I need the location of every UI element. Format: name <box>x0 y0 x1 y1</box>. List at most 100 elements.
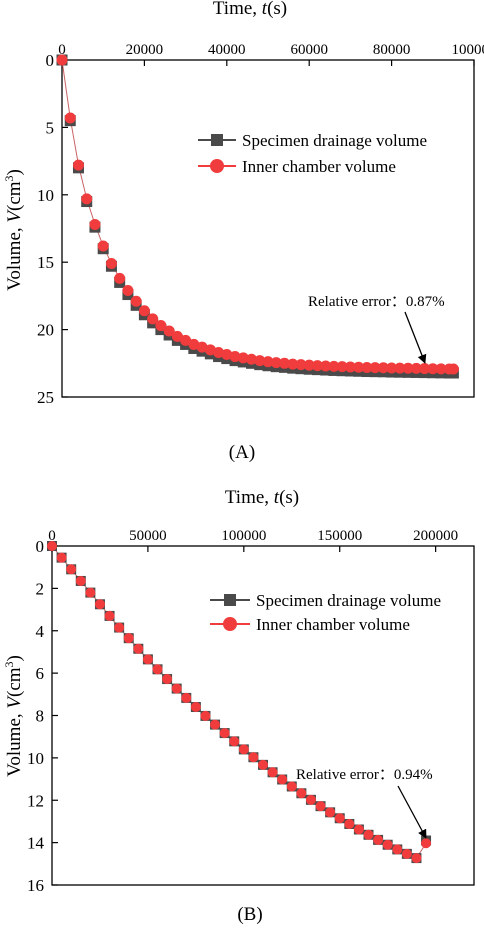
panel-a-point-inner-chamber <box>130 295 142 307</box>
panel-a-point-inner-chamber <box>262 356 274 368</box>
panel-b-point-inner-chamber <box>353 824 364 835</box>
panel-b-point-inner-chamber <box>133 643 144 654</box>
panel-b-axes: 0 50000 100000 150000 200000 0 2 4 6 8 10 12 14 16 <box>27 528 458 895</box>
panel-b-x-tick-label: 0 <box>48 528 56 544</box>
panel-a-point-inner-chamber <box>122 285 134 297</box>
panel-a-y-tick-label: 15 <box>37 253 54 272</box>
panel-b-point-inner-chamber <box>114 622 125 633</box>
panel-b-point-inner-chamber <box>382 839 393 850</box>
panel-b-x-axis-title: Time, t(s) <box>225 487 299 508</box>
legend-entry-specimen-drainage: Specimen drainage volume <box>210 591 441 610</box>
panel-b-point-inner-chamber <box>392 844 403 855</box>
panel-a-point-inner-chamber <box>254 355 266 367</box>
panel-b-point-inner-chamber <box>238 744 249 755</box>
panel-b-point-inner-chamber <box>142 654 153 665</box>
panel-b-x-tick-label: 200000 <box>413 528 458 544</box>
panel-a-point-inner-chamber <box>147 313 159 325</box>
panel-a-point-inner-chamber <box>311 360 323 372</box>
panel-b-point-inner-chamber <box>296 788 307 799</box>
panel-a-point-inner-chamber <box>410 362 422 374</box>
panel-b-point-inner-chamber <box>56 552 67 563</box>
panel-b-y-tick-label: 4 <box>36 622 45 641</box>
panel-b-point-inner-chamber <box>152 664 163 675</box>
panel-a-point-inner-chamber <box>402 362 414 374</box>
panel-a-point-inner-chamber <box>270 357 282 369</box>
panel-b-point-inner-chamber <box>334 813 345 824</box>
panel-b-y-tick-label: 8 <box>36 707 45 726</box>
panel-a-label: (A) <box>229 442 255 463</box>
legend-entry-specimen-drainage: Specimen drainage volume <box>198 131 427 150</box>
panel-a-point-inner-chamber <box>447 363 459 375</box>
panel-b-y-tick-label: 10 <box>27 749 44 768</box>
panel-a-x-axis-title: Time, t(s) <box>213 0 287 19</box>
panel-b-point-inner-chamber <box>325 807 336 818</box>
panel-a-axes: 0 20000 40000 60000 80000 100000 0 5 10 15 20 25 <box>37 42 484 407</box>
panel-a-x-tick-label: 20000 <box>126 42 164 58</box>
panel-a-x-tick-label: 80000 <box>373 42 411 58</box>
panel-a-x-tick-label: 40000 <box>208 42 246 58</box>
panel-b-point-inner-chamber <box>248 752 259 763</box>
panel-b-point-inner-chamber <box>104 610 115 621</box>
panel-b-legend: Specimen drainage volume Inner chamber v… <box>210 591 441 634</box>
legend-label-specimen-drainage: Specimen drainage volume <box>242 131 427 150</box>
panel-b-point-inner-chamber <box>401 848 412 859</box>
panel-a-x-tick-label: 0 <box>58 42 66 58</box>
panel-b-y-tick-label: 14 <box>27 834 45 853</box>
panel-b-point-inner-chamber <box>363 829 374 840</box>
panel-b-point-inner-chamber <box>219 728 230 739</box>
panel-b-y-tick-label: 2 <box>36 579 45 598</box>
panel-b-point-inner-chamber <box>47 541 57 551</box>
panel-a-point-inner-chamber <box>278 357 290 369</box>
panel-b-marks <box>47 541 432 864</box>
panel-a-point-inner-chamber <box>138 305 150 317</box>
panel-a-marks <box>56 54 459 379</box>
panel-a-y-axis-title: Volume, V(cm3) <box>2 169 25 291</box>
panel-a-annotation-arrow <box>404 311 427 364</box>
panel-a-point-inner-chamber <box>171 330 183 342</box>
panel-a-annotation: Relative error：0.87% <box>308 294 445 310</box>
panel-a-point-inner-chamber <box>427 363 439 375</box>
panel-b-point-inner-chamber <box>315 801 326 812</box>
panel-b-y-tick-label: 12 <box>27 791 44 810</box>
panel-a-point-inner-chamber <box>320 360 332 372</box>
panel-b-point-inner-chamber <box>286 781 297 792</box>
legend-label-inner-chamber: Inner chamber volume <box>242 157 396 176</box>
panel-a-point-inner-chamber <box>394 362 406 374</box>
panel-a-x-tick-label: 60000 <box>290 42 328 58</box>
panel-a-point-inner-chamber <box>97 240 109 252</box>
panel-a-y-tick-label: 20 <box>37 321 54 340</box>
panel-a-y-tick-label: 0 <box>46 51 55 70</box>
panel-b-point-inner-chamber <box>344 818 355 829</box>
panel-a-point-inner-chamber <box>180 334 192 346</box>
panel-b-point-inner-chamber <box>75 575 86 586</box>
panel-b-y-tick-label: 0 <box>36 537 45 556</box>
panel-b-point-inner-chamber <box>421 838 432 849</box>
panel-a-inner-chamber-line <box>61 59 454 370</box>
legend-entry-inner-chamber: Inner chamber volume <box>210 615 410 634</box>
panel-a-point-inner-chamber <box>155 320 167 332</box>
panel-a-point-inner-chamber <box>295 359 307 371</box>
panel-b-point-inner-chamber <box>66 564 77 575</box>
panel-a-point-inner-chamber <box>369 362 381 374</box>
panel-a-point-inner-chamber <box>435 363 447 375</box>
panel-a-point-inner-chamber <box>237 352 249 364</box>
panel-a-point-inner-chamber <box>328 360 340 372</box>
panel-a-point-inner-chamber <box>221 349 233 361</box>
panel-b-x-tick-label: 100000 <box>221 528 266 544</box>
panel-b-point-inner-chamber <box>190 702 201 713</box>
panel-b-annotation: Relative error：0.94% <box>296 767 433 783</box>
panel-b: Time, t(s) Volume, V(cm3) 0 50000 100000 15… <box>2 487 475 925</box>
panel-b-x-tick-label: 150000 <box>317 528 362 544</box>
panel-b-point-inner-chamber <box>229 736 240 747</box>
panel-b-point-inner-chamber <box>162 674 173 685</box>
panel-a-point-inner-chamber <box>163 325 175 337</box>
panel-b-point-inner-chamber <box>267 767 278 778</box>
panel-a-x-tick-label: 100000 <box>452 42 484 58</box>
panel-b-point-inner-chamber <box>85 587 96 598</box>
panel-b-point-inner-chamber <box>200 710 211 721</box>
panel-a-point-inner-chamber <box>386 362 398 374</box>
panel-b-point-inner-chamber <box>258 759 268 770</box>
panel-b-y-tick-label: 16 <box>27 876 44 895</box>
panel-a-point-inner-chamber <box>377 362 389 374</box>
panel-a-point-inner-chamber <box>56 54 68 66</box>
